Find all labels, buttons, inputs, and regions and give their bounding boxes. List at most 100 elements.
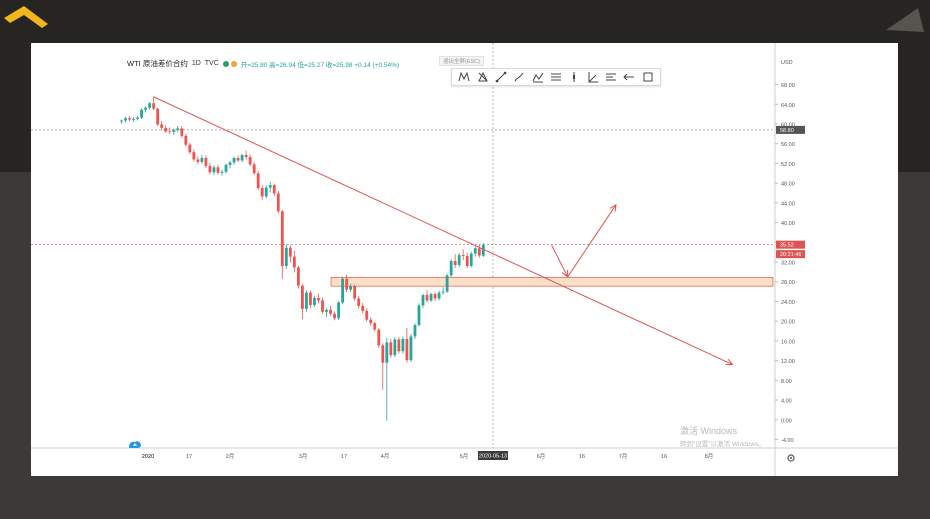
candle-body bbox=[461, 255, 465, 257]
candle-body bbox=[357, 298, 361, 306]
candle-body bbox=[413, 325, 417, 337]
time-tick-label: 17 bbox=[186, 454, 192, 460]
time-tick-label: 2月 bbox=[226, 453, 235, 460]
candle-body bbox=[280, 211, 284, 266]
price-tick-label: 40.00 bbox=[781, 221, 795, 227]
fib-icon[interactable] bbox=[549, 70, 563, 84]
candle-body bbox=[437, 292, 441, 299]
brush-icon[interactable] bbox=[512, 70, 526, 84]
candle-body bbox=[216, 167, 220, 173]
candle-body bbox=[224, 164, 228, 172]
price-tick-label: 68.00 bbox=[781, 83, 795, 89]
exit-fullscreen-hint: 退出全屏(ESC) bbox=[439, 56, 484, 66]
price-label-box bbox=[776, 240, 805, 249]
rectangle-icon[interactable] bbox=[641, 70, 655, 84]
candle-body bbox=[317, 298, 320, 301]
candle-body bbox=[333, 313, 336, 319]
price-tick-label: 52.00 bbox=[781, 162, 795, 168]
measure-icon[interactable] bbox=[531, 70, 545, 84]
time-tick-label: 5月 bbox=[460, 453, 469, 460]
price-tick-label: 48.00 bbox=[781, 182, 795, 188]
time-tick-label: 3月 bbox=[299, 453, 308, 460]
crosshair-date-box bbox=[478, 451, 508, 460]
candle-body bbox=[345, 278, 349, 290]
line-icon[interactable] bbox=[494, 70, 508, 84]
symbol-name[interactable]: WTI 原油差价合约 bbox=[127, 59, 188, 68]
arrow-icon[interactable] bbox=[622, 70, 636, 84]
candle-body bbox=[313, 298, 316, 305]
candle-body bbox=[288, 247, 292, 257]
tradingview-logo-icon bbox=[128, 436, 142, 454]
triangle-icon[interactable] bbox=[476, 70, 490, 84]
price-tick-label: 56.00 bbox=[781, 142, 795, 148]
arrow-up-head bbox=[609, 203, 617, 212]
ohlc-values: 开=25.80 高=26.94 低=25.27 收=25.98 +0.14 (+… bbox=[240, 61, 400, 69]
candle-body bbox=[445, 275, 449, 292]
candle-body bbox=[244, 155, 248, 158]
candle-body bbox=[401, 338, 405, 352]
support-zone bbox=[330, 276, 774, 287]
windows-activation-watermark: 激活 Windows 转到"设置"以激活 Windows。 bbox=[680, 424, 765, 448]
candle-body bbox=[272, 185, 276, 194]
time-tick-label: 17 bbox=[341, 454, 347, 460]
candle-body bbox=[409, 336, 413, 361]
candle-body bbox=[208, 165, 212, 173]
candle-body bbox=[168, 131, 172, 133]
interval-label[interactable]: 1D bbox=[191, 60, 201, 67]
candle-body bbox=[481, 244, 485, 256]
vertical-line-icon[interactable] bbox=[567, 70, 581, 84]
arrow-up-line bbox=[567, 204, 617, 278]
candle-body bbox=[276, 193, 280, 212]
price-tick-label: 0.00 bbox=[781, 418, 792, 424]
candle-body bbox=[473, 248, 477, 254]
watermark-line-2: 转到"设置"以激活 Windows。 bbox=[680, 441, 765, 448]
time-tick-label: 2020 bbox=[142, 454, 154, 460]
candle-body bbox=[232, 157, 236, 163]
candle-body bbox=[405, 338, 409, 361]
candle-body bbox=[385, 342, 389, 363]
candle-body bbox=[136, 117, 139, 120]
candle-body bbox=[188, 144, 192, 153]
candle-body bbox=[301, 285, 304, 309]
time-tick-label: 6月 bbox=[537, 453, 546, 460]
candle-body bbox=[268, 185, 272, 188]
candle-body bbox=[256, 173, 260, 189]
candle-body bbox=[369, 319, 373, 324]
price-tick-label: 8.00 bbox=[781, 379, 792, 385]
price-tick-label: 32.00 bbox=[781, 261, 795, 267]
trendline-arrowhead bbox=[725, 358, 734, 366]
chart-canvas[interactable]: 68.00 64.00 60.00 56.00 52.00 48.00 44.00 40.00… bbox=[31, 43, 898, 476]
candle-body bbox=[449, 261, 453, 276]
pattern-icon[interactable] bbox=[457, 70, 471, 84]
arrow-down-line bbox=[551, 245, 569, 278]
candle-body bbox=[260, 188, 264, 197]
time-tick-label: 16 bbox=[579, 454, 585, 460]
price-label-text: 20:21:46 bbox=[780, 252, 801, 258]
candle-body bbox=[148, 103, 152, 108]
watermark-line-1: 激活 Windows bbox=[680, 426, 738, 436]
price-tick-label: 44.00 bbox=[781, 201, 795, 207]
candle-body bbox=[469, 253, 473, 266]
candle-body bbox=[132, 119, 135, 120]
candle-body bbox=[421, 295, 425, 306]
candle-body bbox=[425, 295, 429, 301]
text-icon[interactable] bbox=[604, 70, 618, 84]
candle-body bbox=[152, 103, 156, 109]
candle-body bbox=[429, 294, 433, 301]
candle-body bbox=[389, 342, 393, 356]
candle-body bbox=[156, 108, 160, 125]
candle-body bbox=[321, 300, 324, 312]
price-label-text: 58.80 bbox=[780, 128, 794, 134]
candle-body bbox=[465, 256, 469, 266]
candle-body bbox=[393, 339, 397, 356]
candle-body bbox=[236, 157, 240, 161]
settings-gear-icon[interactable] bbox=[787, 454, 795, 462]
candle-body bbox=[292, 256, 296, 268]
angle-icon[interactable] bbox=[586, 70, 600, 84]
candle-body bbox=[228, 162, 232, 165]
candle-body bbox=[172, 129, 176, 132]
candle-body bbox=[325, 309, 328, 312]
price-tick-label: -4.00 bbox=[781, 438, 794, 444]
candle-body bbox=[341, 278, 344, 303]
candle-body bbox=[457, 255, 461, 265]
